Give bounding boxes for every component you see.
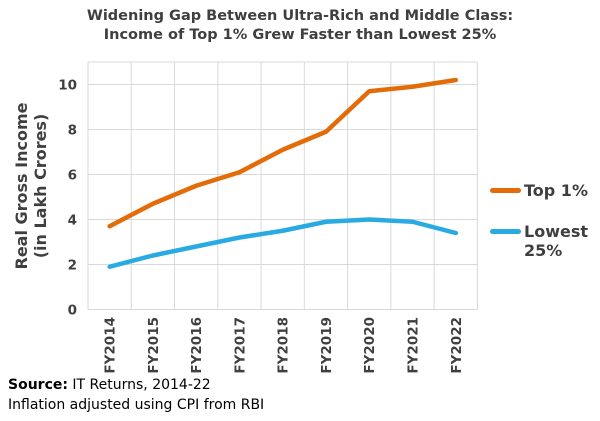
legend: Top 1% Lowest 25% bbox=[490, 181, 600, 260]
x-tick-label: FY2019 bbox=[319, 317, 335, 374]
y-tick-label: 6 bbox=[68, 168, 77, 184]
x-tick-label: FY2015 bbox=[146, 317, 162, 374]
x-tick-label: FY2020 bbox=[362, 317, 378, 374]
legend-item-lowest-25-percent: Lowest 25% bbox=[490, 222, 600, 260]
legend-label-top-1-percent: Top 1% bbox=[524, 181, 588, 200]
source-note: Inflation adjusted using CPI from RBI bbox=[8, 397, 265, 413]
series-line-lowest-25- bbox=[107, 217, 459, 269]
legend-item-top-1-percent: Top 1% bbox=[490, 181, 600, 200]
chart-title: Widening Gap Between Ultra-Rich and Midd… bbox=[0, 7, 600, 45]
source-line: Source: IT Returns, 2014-22 bbox=[8, 375, 264, 395]
y-tick-label: 8 bbox=[68, 123, 77, 139]
y-tick-label: 0 bbox=[68, 303, 77, 319]
source-block: Source: IT Returns, 2014-22 Inflation ad… bbox=[8, 375, 264, 415]
series-line-top-1- bbox=[107, 77, 459, 229]
x-tick-label: FY2017 bbox=[232, 317, 248, 374]
source-label: Source: bbox=[8, 377, 68, 393]
y-tick-label: 4 bbox=[68, 213, 77, 229]
y-tick-label: 10 bbox=[58, 78, 77, 94]
x-tick-label: FY2014 bbox=[103, 317, 119, 374]
source-text: IT Returns, 2014-22 bbox=[67, 377, 211, 393]
lowest-25-percent-line-swatch bbox=[490, 229, 521, 234]
top-1-percent-line-swatch bbox=[490, 188, 521, 193]
legend-label-lowest-25-percent: Lowest 25% bbox=[524, 222, 588, 260]
x-tick-label: FY2016 bbox=[189, 317, 205, 374]
chart-title-line2: Income of Top 1% Grew Faster than Lowest… bbox=[103, 27, 497, 43]
x-tick-label: FY2018 bbox=[276, 317, 292, 374]
x-tick-label: FY2021 bbox=[406, 317, 422, 374]
x-tick-label: FY2022 bbox=[449, 317, 465, 374]
y-tick-label: 2 bbox=[68, 258, 77, 274]
chart-title-line1: Widening Gap Between Ultra-Rich and Midd… bbox=[86, 8, 514, 24]
